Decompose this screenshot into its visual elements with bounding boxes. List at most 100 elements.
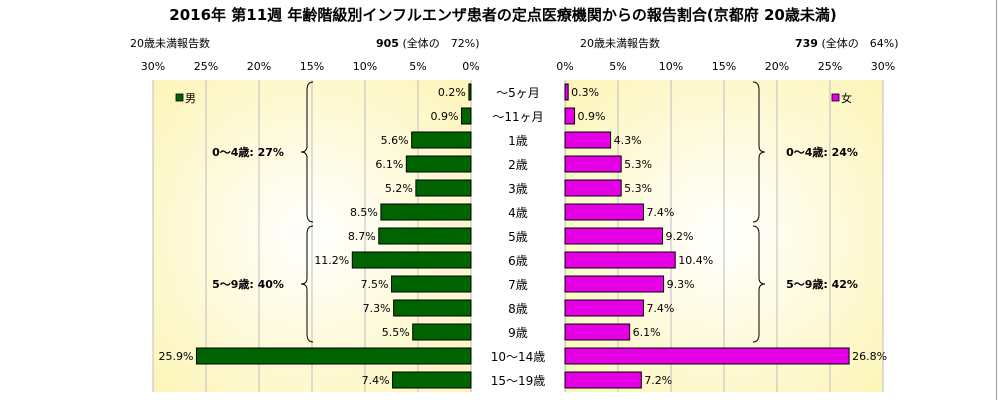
legend: 男女 xyxy=(175,91,852,105)
female-data-label: 7.2% xyxy=(644,374,672,387)
legend-swatch-male xyxy=(175,93,184,102)
male-tick-label: 15% xyxy=(300,60,324,73)
female-bar xyxy=(564,299,644,317)
female-range-label: 5〜9歳: 42% xyxy=(786,277,858,291)
male-data-label: 7.3% xyxy=(363,302,391,315)
category-label: 〜5ヶ月 xyxy=(496,86,540,100)
female-bar xyxy=(564,371,642,389)
male-range-label: 5〜9歳: 40% xyxy=(212,277,284,291)
female-header-count-group: 739 (全体の 64%) xyxy=(795,35,899,51)
category-label: 〜11ヶ月 xyxy=(492,110,543,124)
category-label: 8歳 xyxy=(508,302,528,316)
male-data-label: 5.2% xyxy=(385,182,413,195)
female-data-label: 0.3% xyxy=(571,86,599,99)
male-tick-label: 25% xyxy=(194,60,218,73)
male-header-count: 905 xyxy=(376,37,399,50)
male-bar xyxy=(378,227,472,245)
male-data-label: 11.2% xyxy=(314,254,349,267)
female-bars: 0.3% 0.9% 4.3% 5.3% 5.3% 7.4% 9.2% 10.4% 9.3% 7.4… xyxy=(564,83,887,389)
female-bar xyxy=(564,131,612,149)
range-brace xyxy=(300,225,314,343)
female-tick-label: 0% xyxy=(556,60,573,73)
male-bar xyxy=(468,83,472,101)
male-header-label: 20歳未満報告数 xyxy=(130,37,210,50)
range-brace xyxy=(752,225,766,343)
male-bar xyxy=(412,323,472,341)
category-label: 1歳 xyxy=(508,134,528,148)
male-bar xyxy=(195,347,472,365)
female-data-label: 4.3% xyxy=(614,134,642,147)
female-data-label: 9.2% xyxy=(666,230,694,243)
female-tick-labels: 0% 5% 10% 15% 20% 25% 30% xyxy=(556,60,895,73)
female-tick-label: 20% xyxy=(765,60,789,73)
male-tick-label: 30% xyxy=(141,60,165,73)
category-label: 7歳 xyxy=(508,278,528,292)
male-bar xyxy=(415,179,472,197)
male-bars: 0.2% 0.9% 5.6% 6.1% 5.2% 8.5% 8.7% 11.2% 7.5% 7.3… xyxy=(159,83,472,389)
female-bar xyxy=(564,203,644,221)
category-label: 9歳 xyxy=(508,326,528,340)
category-label: 4歳 xyxy=(508,206,528,220)
female-tick-label: 15% xyxy=(712,60,736,73)
female-data-label: 26.8% xyxy=(852,350,887,363)
male-data-label: 0.2% xyxy=(438,86,466,99)
male-data-label: 7.4% xyxy=(362,374,390,387)
female-bar xyxy=(564,227,664,245)
legend-label-male: 男 xyxy=(185,92,196,105)
legend-swatch-female xyxy=(831,93,840,102)
male-data-label: 7.5% xyxy=(361,278,389,291)
range-brace xyxy=(752,81,766,223)
legend-label-female: 女 xyxy=(841,91,852,105)
male-tick-labels: 30% 25% 20% 15% 10% 5% 0% xyxy=(141,60,480,73)
category-label: 5歳 xyxy=(508,230,528,244)
male-data-label: 6.1% xyxy=(375,158,403,171)
female-bar xyxy=(564,107,576,125)
female-bar xyxy=(564,155,622,173)
female-range-label: 0〜4歳: 24% xyxy=(786,145,858,159)
male-data-label: 8.5% xyxy=(350,206,378,219)
range-annotations: 0〜4歳: 27% 5〜9歳: 40% 0〜4歳: 24% 5〜9歳: 42% xyxy=(212,81,858,343)
category-label: 2歳 xyxy=(508,158,528,172)
male-header-ratio: (全体の 72%) xyxy=(402,37,480,50)
female-data-label: 7.4% xyxy=(646,302,674,315)
female-tick-label: 5% xyxy=(609,60,626,73)
female-data-label: 6.1% xyxy=(633,326,661,339)
male-tick-label: 20% xyxy=(247,60,271,73)
female-bar xyxy=(564,323,631,341)
male-data-label: 8.7% xyxy=(348,230,376,243)
female-tick-label: 30% xyxy=(871,60,895,73)
female-header-ratio: (全体の 64%) xyxy=(821,37,899,50)
female-bar xyxy=(564,275,665,293)
female-data-label: 5.3% xyxy=(624,182,652,195)
category-label: 10〜14歳 xyxy=(491,350,546,364)
category-labels: 〜5ヶ月〜11ヶ月 1歳 2歳 3歳 4歳 5歳 6歳 7歳 8歳 9歳 10〜14歳 15〜19歳 xyxy=(491,86,546,388)
female-data-label: 0.9% xyxy=(578,110,606,123)
category-label: 15〜19歳 xyxy=(491,374,546,388)
category-label: 3歳 xyxy=(508,182,528,196)
male-data-label: 5.5% xyxy=(382,326,410,339)
female-tick-label: 10% xyxy=(659,60,683,73)
male-data-label: 0.9% xyxy=(431,110,459,123)
male-bar xyxy=(393,299,472,317)
male-bar xyxy=(392,371,472,389)
female-data-label: 5.3% xyxy=(624,158,652,171)
female-header-count: 739 xyxy=(795,37,818,50)
male-bar xyxy=(460,107,472,125)
male-bar xyxy=(380,203,472,221)
male-bar xyxy=(411,131,472,149)
female-header-label: 20歳未満報告数 xyxy=(580,37,660,50)
male-bar xyxy=(405,155,472,173)
female-data-label: 7.4% xyxy=(646,206,674,219)
male-header-count-group: 905 (全体の 72%) xyxy=(376,35,480,51)
male-range-label: 0〜4歳: 27% xyxy=(212,145,284,159)
female-data-label: 10.4% xyxy=(678,254,713,267)
male-tick-label: 0% xyxy=(462,60,479,73)
male-tick-label: 5% xyxy=(409,60,426,73)
male-data-label: 5.6% xyxy=(381,134,409,147)
female-bar xyxy=(564,179,622,197)
female-bar xyxy=(564,251,676,269)
chart-title: 2016年 第11週 年齢階級別インフルエンザ患者の定点医療機関からの報告割合(… xyxy=(169,6,837,24)
female-tick-label: 25% xyxy=(818,60,842,73)
male-bar xyxy=(351,251,472,269)
